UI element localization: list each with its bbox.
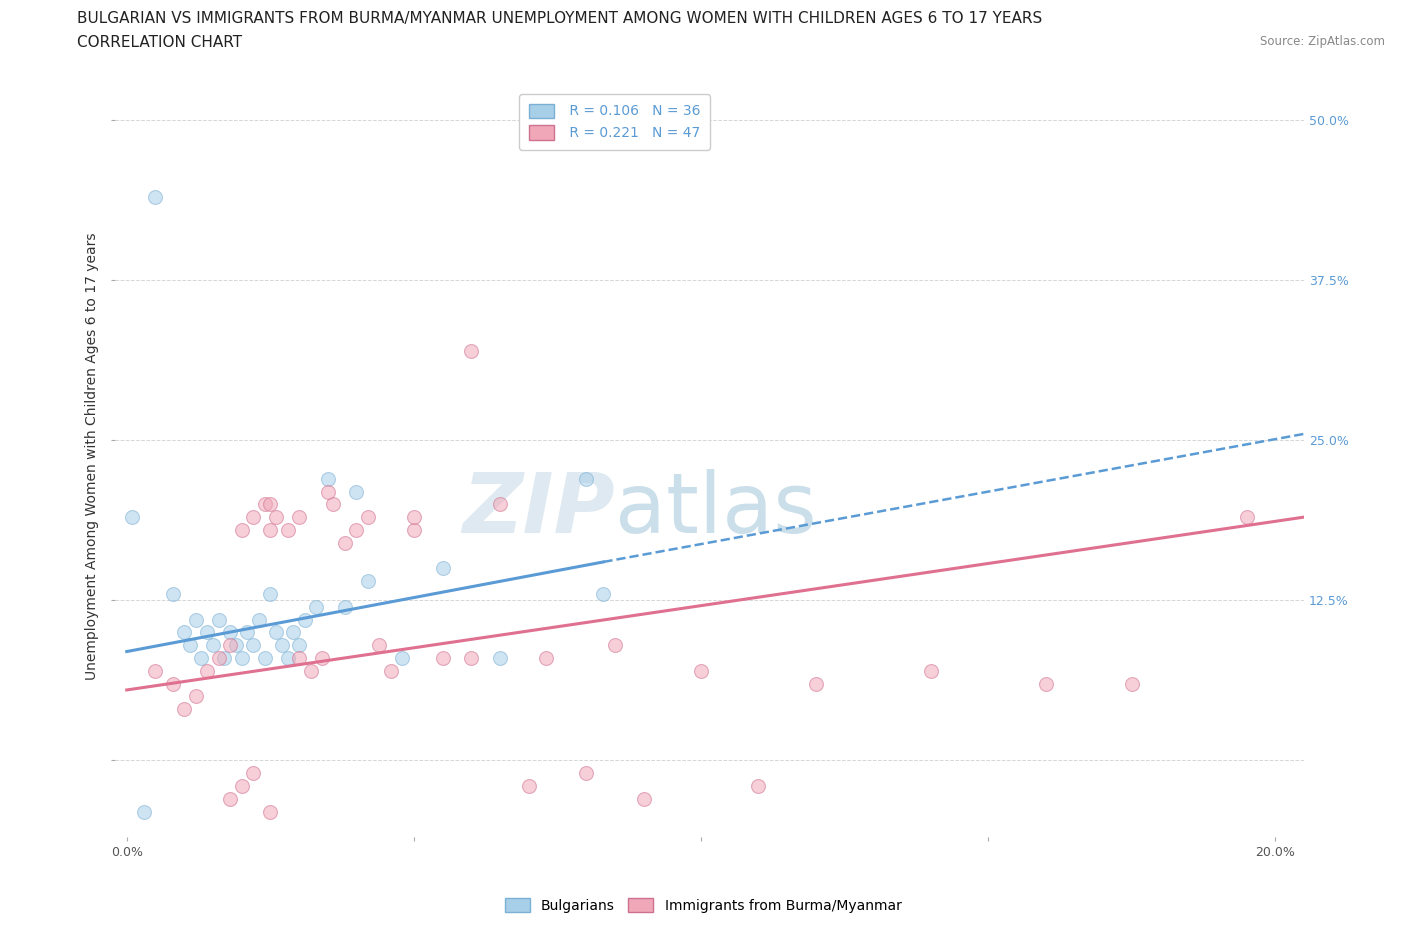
Point <box>402 523 425 538</box>
Point <box>162 587 184 602</box>
Point <box>242 765 264 780</box>
Point <box>305 599 328 614</box>
Text: ZIP: ZIP <box>463 469 614 551</box>
Point <box>288 638 311 653</box>
Point <box>236 625 259 640</box>
Point <box>132 804 155 819</box>
Point <box>368 638 391 653</box>
Point <box>592 587 614 602</box>
Point <box>460 650 482 665</box>
Point <box>242 510 264 525</box>
Point <box>225 638 247 653</box>
Point <box>402 510 425 525</box>
Point <box>219 638 242 653</box>
Point <box>311 650 333 665</box>
Point <box>173 625 195 640</box>
Point <box>259 523 281 538</box>
Point <box>294 612 316 627</box>
Point <box>247 612 270 627</box>
Point <box>346 523 368 538</box>
Point <box>264 625 287 640</box>
Point <box>489 497 512 512</box>
Point <box>333 599 356 614</box>
Point <box>346 485 368 499</box>
Point <box>1236 510 1258 525</box>
Point <box>489 650 512 665</box>
Point <box>432 561 454 576</box>
Point <box>277 523 299 538</box>
Point <box>231 650 253 665</box>
Point <box>179 638 201 653</box>
Point <box>190 650 212 665</box>
Point <box>575 472 598 486</box>
Text: CORRELATION CHART: CORRELATION CHART <box>77 35 242 50</box>
Point <box>208 612 231 627</box>
Point <box>1035 676 1057 691</box>
Point <box>534 650 557 665</box>
Point <box>214 650 236 665</box>
Point <box>603 638 626 653</box>
Text: BULGARIAN VS IMMIGRANTS FROM BURMA/MYANMAR UNEMPLOYMENT AMONG WOMEN WITH CHILDRE: BULGARIAN VS IMMIGRANTS FROM BURMA/MYANM… <box>77 11 1043 26</box>
Point <box>173 702 195 717</box>
Point <box>162 676 184 691</box>
Point <box>633 791 655 806</box>
Point <box>242 638 264 653</box>
Point <box>145 190 167 205</box>
Point <box>219 625 242 640</box>
Point <box>391 650 413 665</box>
Point <box>264 510 287 525</box>
Text: Source: ZipAtlas.com: Source: ZipAtlas.com <box>1260 35 1385 48</box>
Point <box>460 343 482 358</box>
Point <box>259 587 281 602</box>
Point <box>201 638 224 653</box>
Point <box>145 663 167 678</box>
Point <box>121 510 143 525</box>
Point <box>333 536 356 551</box>
Point <box>288 510 311 525</box>
Point <box>517 778 540 793</box>
Point <box>357 510 380 525</box>
Point <box>316 485 339 499</box>
Point <box>357 574 380 589</box>
Point <box>253 497 276 512</box>
Point <box>575 765 598 780</box>
Text: atlas: atlas <box>614 469 817 551</box>
Point <box>253 650 276 665</box>
Point <box>380 663 402 678</box>
Point <box>299 663 322 678</box>
Legend:  R = 0.106   N = 36,  R = 0.221   N = 47: R = 0.106 N = 36, R = 0.221 N = 47 <box>519 94 710 150</box>
Point <box>219 791 242 806</box>
Point <box>920 663 942 678</box>
Point <box>277 650 299 665</box>
Point <box>195 663 218 678</box>
Point <box>283 625 305 640</box>
Point <box>208 650 231 665</box>
Point <box>195 625 218 640</box>
Point <box>316 472 339 486</box>
Y-axis label: Unemployment Among Women with Children Ages 6 to 17 years: Unemployment Among Women with Children A… <box>86 232 100 680</box>
Point <box>184 689 207 704</box>
Point <box>259 497 281 512</box>
Point <box>322 497 344 512</box>
Point <box>1121 676 1143 691</box>
Point <box>804 676 827 691</box>
Point <box>259 804 281 819</box>
Point <box>270 638 292 653</box>
Point <box>184 612 207 627</box>
Point <box>288 650 311 665</box>
Point <box>690 663 713 678</box>
Point <box>231 523 253 538</box>
Point <box>747 778 769 793</box>
Point <box>231 778 253 793</box>
Point <box>432 650 454 665</box>
Legend: Bulgarians, Immigrants from Burma/Myanmar: Bulgarians, Immigrants from Burma/Myanma… <box>499 893 907 919</box>
